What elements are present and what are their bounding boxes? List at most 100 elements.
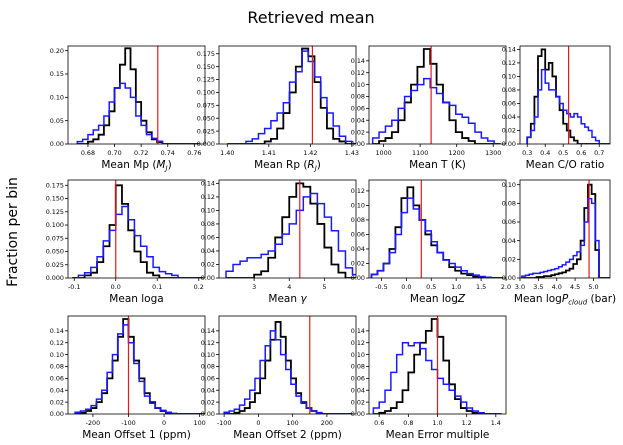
x-axis-label: Mean Rp (RJ) <box>254 159 321 173</box>
y-tick-label: 0.05 <box>50 117 64 125</box>
y-tick-label: 0.025 <box>197 127 215 135</box>
y-tick-label: 0.02 <box>351 398 365 406</box>
histogram-panel: 1.40 1.41 1.42 1.43 0.000 0.025 0.050 0.075 0.10… <box>197 45 359 173</box>
x-tick-label: 1000 <box>375 149 391 157</box>
y-tick-label: 0.02 <box>351 128 365 136</box>
y-tick-label: 0.12 <box>351 187 365 195</box>
y-tick-label: 0.100 <box>197 89 215 97</box>
x-tick-label: 0.6 <box>576 149 586 157</box>
y-tick-label: 0.12 <box>502 59 516 67</box>
x-tick-label: 0.0 <box>111 283 121 291</box>
y-tick-label: 0.10 <box>351 81 365 89</box>
y-tick-label: 0.04 <box>351 386 365 394</box>
histogram-series-line <box>227 50 356 144</box>
x-tick-label: 0.68 <box>81 149 95 157</box>
y-tick-label: 0.04 <box>351 116 365 124</box>
histogram-panel: 0.68 0.70 0.72 0.74 0.76 0.00 0.05 0.10 0.15 0.20… <box>50 45 206 173</box>
y-tick-label: 0.08 <box>201 220 215 228</box>
y-tick-label: 0.08 <box>351 363 365 371</box>
x-tick-label: 0 <box>162 419 166 427</box>
axes-frame <box>368 45 507 145</box>
x-tick-label: 2.0 <box>501 283 511 291</box>
y-tick-label: 0.06 <box>201 375 215 383</box>
x-tick-label: 1.0 <box>432 419 442 427</box>
y-tick-label: 0.14 <box>502 46 516 54</box>
y-tick-label: 0.00 <box>201 274 215 282</box>
y-tick-label: 0.10 <box>502 73 516 81</box>
histogram-panel: 1000 1100 1200 1300 0.00 0.02 0.04 0.06 0.08 0.10… <box>351 45 507 171</box>
y-tick-label: 0.10 <box>50 94 64 102</box>
x-tick-label: 100 <box>287 419 299 427</box>
histogram-series-line <box>223 330 353 414</box>
y-tick-label: 0.08 <box>351 93 365 101</box>
y-tick-label: 0.175 <box>197 50 215 58</box>
y-tick-label: 0.15 <box>50 70 64 78</box>
axes-frame <box>519 179 611 279</box>
y-tick-label: 0.08 <box>201 363 215 371</box>
y-tick-label: 0.00 <box>50 410 64 418</box>
axes-frame <box>67 315 206 415</box>
y-tick-label: 0.08 <box>502 200 516 208</box>
histogram-series-line <box>225 192 356 278</box>
x-tick-label: 3 <box>252 283 256 291</box>
x-tick-label: 200 <box>321 419 333 427</box>
histogram-series-line <box>521 197 610 278</box>
x-axis-label: Mean Offset 1 (ppm) <box>82 429 191 441</box>
y-tick-label: 0.125 <box>197 76 215 84</box>
histogram-series-line <box>77 47 200 144</box>
axes-frame <box>67 179 206 279</box>
x-axis-label: Mean T (K) <box>409 159 466 171</box>
histogram-series-line <box>76 82 200 144</box>
y-tick-label: 0.075 <box>46 234 64 242</box>
x-tick-label: 1.4 <box>491 419 501 427</box>
axes-frame <box>218 179 357 279</box>
histogram-series-line <box>72 205 203 278</box>
axes-frame <box>67 45 206 145</box>
x-tick-label: 1200 <box>449 149 465 157</box>
histogram-series-line <box>227 47 356 144</box>
figure-ylabel: Fraction per bin <box>5 177 21 287</box>
y-tick-label: 0.125 <box>46 208 64 216</box>
x-axis-label: Mean logPcloud (bar) <box>514 293 616 307</box>
histogram-panel: 0.6 0.8 1.0 1.2 1.4 0.00 0.02 0.04 0.06 0.08 0.10 0… <box>351 315 507 441</box>
y-tick-label: 0.14 <box>201 180 215 188</box>
x-tick-label: 4 <box>287 283 291 291</box>
y-tick-label: 0.150 <box>46 195 64 203</box>
x-tick-label: 0.70 <box>107 149 121 157</box>
y-tick-label: 0.025 <box>46 261 64 269</box>
y-tick-label: 0.150 <box>197 63 215 71</box>
x-tick-label: 4.0 <box>552 283 562 291</box>
axes-frame <box>368 179 507 279</box>
histogram-series-line <box>521 183 610 278</box>
y-tick-label: 0.00 <box>351 410 365 418</box>
x-tick-label: 0.7 <box>594 149 604 157</box>
x-axis-label: Mean Offset 2 (ppm) <box>233 429 342 441</box>
x-axis-label: Mean Error multiple <box>386 429 490 441</box>
x-tick-label: 1.41 <box>262 149 276 157</box>
y-tick-label: 0.050 <box>197 114 215 122</box>
x-axis-label: Mean loga <box>109 293 163 305</box>
y-tick-label: 0.02 <box>201 261 215 269</box>
x-tick-label: 0.2 <box>194 283 204 291</box>
histogram-panel: -100 0 100 200 0.00 0.02 0.04 0.06 0.08 0.10 0.12 0… <box>201 315 357 441</box>
y-tick-label: 0.08 <box>351 216 365 224</box>
histogram-panel: -0.1 0.0 0.1 0.2 0.000 0.025 0.050 0.075 0.100 0.… <box>46 179 206 305</box>
histogram-series-line <box>371 77 501 144</box>
histogram-series-line <box>226 182 356 278</box>
y-tick-label: 0.075 <box>197 102 215 110</box>
x-tick-label: 1300 <box>485 149 501 157</box>
x-axis-label: Mean γ <box>268 293 307 305</box>
x-axis-label: Mean Mp (MJ) <box>101 159 171 173</box>
histogram-series-line <box>74 324 205 414</box>
x-tick-label: -0.1 <box>68 283 80 291</box>
x-tick-label: 0.5 <box>558 149 568 157</box>
y-tick-label: 0.00 <box>351 140 365 148</box>
histogram-series-line <box>370 197 504 278</box>
x-tick-label: 0.1 <box>152 283 162 291</box>
histogram-series-line <box>370 186 504 278</box>
y-tick-label: 0.100 <box>46 221 64 229</box>
y-tick-label: 0.10 <box>50 351 64 359</box>
x-axis-label: Mean C/O ratio <box>526 159 605 171</box>
x-tick-label: -100 <box>121 419 136 427</box>
y-tick-label: 0.175 <box>46 181 64 189</box>
